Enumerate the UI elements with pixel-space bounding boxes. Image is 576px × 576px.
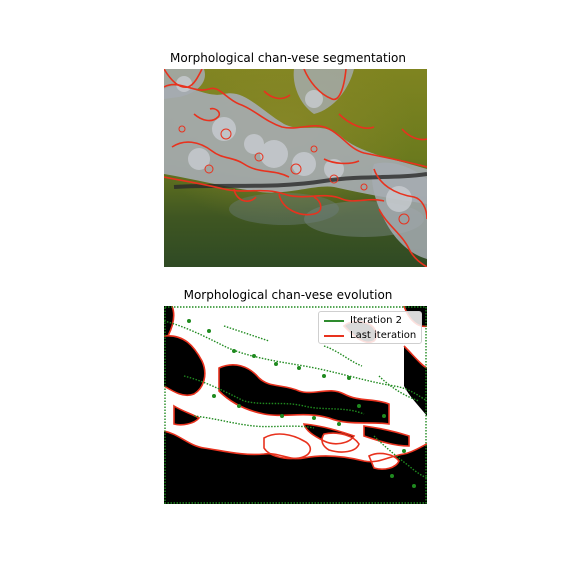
legend-swatch-last-iteration: [324, 334, 344, 337]
top-panel-title: Morphological chan-vese segmentation: [170, 51, 406, 65]
legend-label-last-iteration: Last iteration: [350, 330, 417, 341]
legend: Iteration 2 Last iteration: [318, 311, 422, 344]
segmentation-image: [164, 69, 427, 267]
legend-label-iteration-2: Iteration 2: [350, 315, 402, 326]
legend-item-last-iteration: Last iteration: [324, 330, 416, 341]
legend-swatch-iteration-2: [324, 319, 344, 322]
legend-item-iteration-2: Iteration 2: [324, 315, 402, 326]
segmentation-image-svg: [164, 69, 427, 267]
bottom-panel-title: Morphological chan-vese evolution: [183, 288, 393, 302]
